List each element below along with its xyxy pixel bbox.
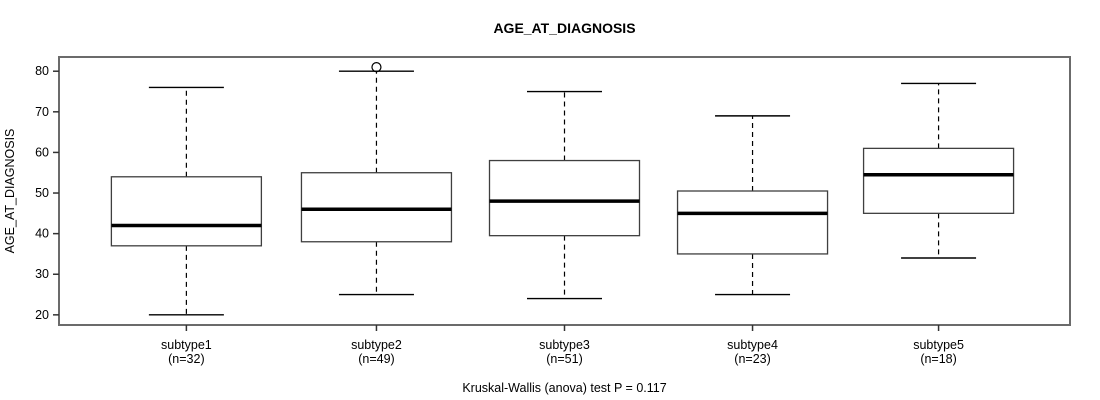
y-axis-tick-label: 80: [35, 64, 49, 78]
category-count-label: (n=49): [358, 352, 394, 366]
y-axis-tick-label: 50: [35, 186, 49, 200]
iqr-box: [300, 172, 453, 243]
outlier-point: [371, 62, 382, 73]
y-axis-title: AGE_AT_DIAGNOSIS: [3, 129, 17, 254]
category-label: subtype4: [727, 338, 778, 352]
box-group-subtype1: [110, 86, 263, 316]
box-group-subtype3: [488, 90, 641, 300]
chart-title: AGE_AT_DIAGNOSIS: [493, 20, 635, 36]
iqr-box: [862, 147, 1015, 214]
iqr-box: [676, 190, 829, 255]
y-axis-tick-label: 40: [35, 227, 49, 241]
category-label: subtype3: [539, 338, 590, 352]
category-count-label: (n=18): [920, 352, 956, 366]
category-count-label: (n=51): [546, 352, 582, 366]
y-axis-tick-label: 70: [35, 105, 49, 119]
box-group-subtype5: [862, 82, 1015, 259]
stats-annotation: Kruskal-Wallis (anova) test P = 0.117: [462, 381, 666, 395]
category-count-label: (n=32): [168, 352, 204, 366]
y-axis-tick-label: 60: [35, 145, 49, 159]
iqr-box: [110, 176, 263, 247]
category-count-label: (n=23): [734, 352, 770, 366]
category-label: subtype1: [161, 338, 212, 352]
y-axis-tick-label: 30: [35, 267, 49, 281]
category-label: subtype2: [351, 338, 402, 352]
category-label: subtype5: [913, 338, 964, 352]
box-group-subtype2: [300, 62, 453, 296]
iqr-box: [488, 159, 641, 237]
box-group-subtype4: [676, 115, 829, 296]
y-axis-tick-label: 20: [35, 308, 49, 322]
